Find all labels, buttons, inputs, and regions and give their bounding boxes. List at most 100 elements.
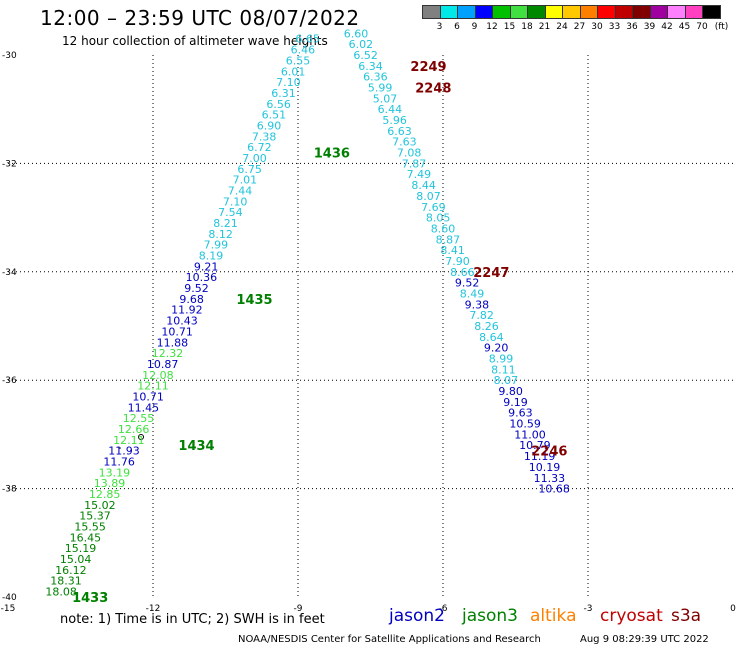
- wave-height-label: 7.01: [233, 174, 258, 187]
- legend-s3a: s3a: [671, 606, 702, 626]
- wave-height-label: 6.02: [349, 38, 374, 51]
- wave-height-label: 6.60: [344, 27, 369, 40]
- wave-height-label: 8.11: [491, 363, 516, 376]
- wave-height-label: 15.02: [84, 499, 116, 512]
- wave-height-label: 15.55: [74, 521, 106, 534]
- wave-height-label: 7.90: [445, 255, 470, 268]
- legend-altika: altika: [530, 606, 577, 626]
- wave-height-label: 10.36: [186, 271, 218, 284]
- pass-time-label: 2246: [531, 445, 567, 460]
- wave-height-label: 6.31: [271, 87, 296, 100]
- wave-height-label: 7.10: [223, 195, 248, 208]
- wave-height-label: 10.71: [161, 325, 193, 338]
- y-tick-label: -32: [2, 159, 17, 169]
- wave-height-label: 9.20: [484, 342, 509, 355]
- x-tick-label: -6: [439, 604, 448, 614]
- wave-height-label: 6.55: [286, 54, 311, 67]
- wave-height-label: 6.51: [262, 109, 287, 122]
- wave-height-label: 9.21: [194, 260, 219, 273]
- footer-timestamp: Aug 9 08:29:39 UTC 2022: [580, 634, 709, 645]
- wave-height-label: 8.41: [440, 244, 465, 257]
- x-tick-label: -12: [146, 604, 161, 614]
- wave-height-label: 13.89: [94, 477, 126, 490]
- wave-height-label: 6.44: [378, 103, 403, 116]
- legend-jason3: jason3: [462, 606, 518, 626]
- wave-height-label: 6.36: [363, 71, 388, 84]
- wave-height-label: 7.63: [392, 136, 417, 149]
- footer-credit: NOAA/NESDIS Center for Satellite Applica…: [238, 634, 541, 645]
- color-scale-label: 39: [643, 22, 656, 32]
- wave-height-label: 9.80: [498, 385, 523, 398]
- wave-height-label: 10.68: [538, 483, 570, 496]
- wave-height-label: 5.96: [382, 114, 407, 127]
- x-tick-label: 0: [730, 604, 736, 614]
- pass-time-label: 2248: [415, 82, 451, 97]
- note-text: note: 1) Time is in UTC; 2) SWH is in fe…: [60, 612, 325, 627]
- wave-height-label: 8.99: [489, 353, 514, 366]
- y-tick-label: -34: [2, 268, 17, 278]
- wave-height-label: 18.31: [50, 575, 82, 588]
- color-scale-label: 70: [696, 22, 708, 32]
- wave-height-label: 8.87: [436, 233, 461, 246]
- wave-height-label: 12.66: [118, 423, 150, 436]
- wave-height-label: 7.38: [252, 130, 277, 143]
- pass-time-label: 1433: [72, 591, 108, 606]
- pass-time-label: 1436: [314, 147, 350, 162]
- wave-height-label: 8.60: [431, 222, 456, 235]
- wave-height-label: 12.32: [152, 347, 184, 360]
- wave-height-label: 11.88: [157, 336, 189, 349]
- color-scale-label: 24: [556, 22, 568, 32]
- pass-time-label: 2249: [410, 60, 446, 75]
- color-scale-label: 6: [454, 22, 460, 32]
- wave-height-label: 8.26: [474, 320, 499, 333]
- wave-height-label: 10.59: [509, 418, 541, 431]
- color-scale-label: 36: [626, 22, 638, 32]
- wave-height-label: 10.71: [132, 390, 164, 403]
- x-tick-label: -3: [584, 604, 593, 614]
- wave-height-label: 6.63: [387, 125, 412, 138]
- wave-height-label: 11.76: [103, 456, 135, 469]
- wave-height-label: 8.44: [411, 179, 436, 192]
- wave-height-label: 10.43: [166, 315, 198, 328]
- wave-height-label: 9.68: [179, 293, 204, 306]
- color-scale-label: 33: [608, 22, 621, 32]
- wave-height-label: 11.33: [534, 472, 566, 485]
- wave-height-label: 9.19: [503, 396, 528, 409]
- y-tick-label: -30: [2, 51, 17, 61]
- wave-height-label: 12.11: [137, 380, 169, 393]
- color-scale-unit: (ft): [714, 22, 729, 32]
- color-scale-label: 9: [471, 22, 478, 32]
- wave-height-label: 12.11: [113, 434, 145, 447]
- chart-title: 12:00 – 23:59 UTC 08/07/2022: [40, 6, 360, 30]
- wave-height-label: 8.66: [450, 266, 475, 279]
- wave-height-label: 6.90: [257, 119, 282, 132]
- wave-height-label: 9.52: [184, 282, 209, 295]
- wave-height-label: 8.64: [479, 331, 504, 344]
- wave-height-label: 7.87: [402, 157, 427, 170]
- legend-cryosat: cryosat: [600, 606, 663, 626]
- wave-height-label: 8.12: [208, 228, 233, 241]
- wave-height-label: 6.01: [281, 65, 306, 78]
- color-scale-label: 42: [661, 22, 673, 32]
- wave-height-label: 10.87: [147, 358, 179, 371]
- wave-height-label: 11.92: [171, 304, 203, 317]
- wave-height-label: 13.19: [99, 466, 131, 479]
- wave-height-label: 12.08: [142, 369, 174, 382]
- wave-height-label: 8.21: [213, 217, 238, 230]
- wave-height-label: 15.19: [65, 542, 97, 555]
- x-tick-label: -9: [294, 604, 303, 614]
- wave-height-label: 16.45: [70, 531, 102, 544]
- wave-height-label: 7.82: [469, 309, 494, 322]
- pass-time-label: 1434: [178, 439, 214, 454]
- color-scale-label: 45: [678, 22, 691, 32]
- wave-height-label: 11.45: [128, 401, 160, 414]
- color-scale-swatch: [702, 5, 721, 19]
- island-outline: [119, 447, 121, 449]
- wave-height-label: 7.99: [204, 239, 229, 252]
- wave-height-label: 6.72: [247, 141, 272, 154]
- color-scale-label: 21: [538, 22, 551, 32]
- wave-height-label: 11.93: [108, 445, 140, 458]
- wave-height-label: 8.05: [426, 212, 451, 225]
- color-scale-label: 3: [436, 22, 443, 32]
